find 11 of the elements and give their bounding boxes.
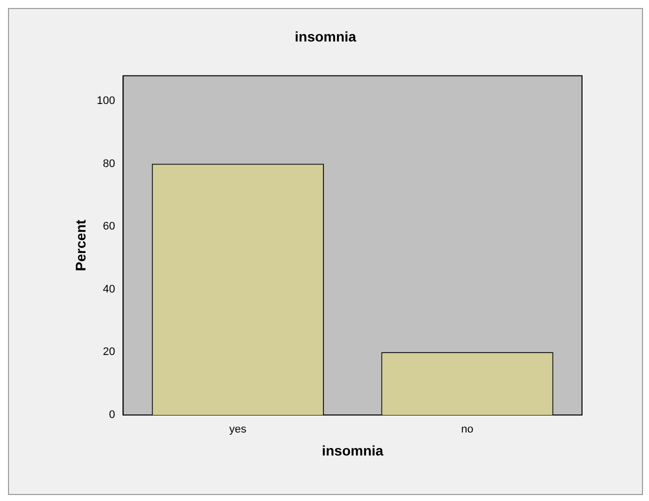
x-axis-title: insomnia — [322, 442, 384, 458]
y-tick-label: 100 — [96, 94, 116, 107]
chart-title: insomnia — [294, 28, 356, 44]
y-tick-label: 0 — [109, 409, 116, 422]
y-tick-label: 20 — [102, 346, 116, 358]
x-tick-label: yes — [229, 424, 247, 436]
y-tick-label: 60 — [102, 220, 116, 233]
x-tick-label: no — [461, 424, 474, 436]
y-axis-title: Percent — [72, 219, 88, 272]
y-tick-label: 40 — [102, 283, 116, 296]
y-tick-label: 80 — [102, 158, 116, 170]
